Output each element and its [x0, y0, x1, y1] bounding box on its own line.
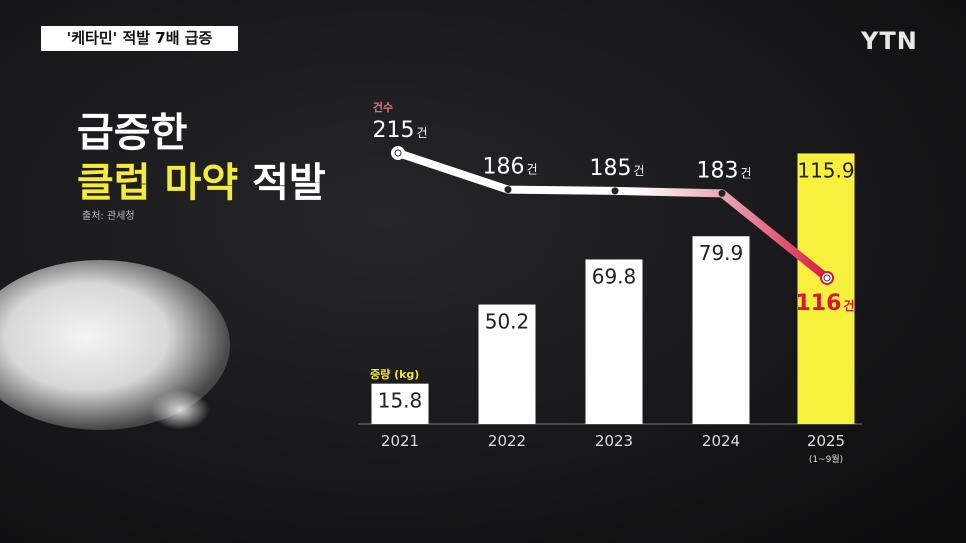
line-value-label: 186 건: [482, 155, 537, 180]
bar-value-label: 79.9: [699, 241, 744, 265]
bar-2023: [585, 259, 643, 424]
line-point-inner: [823, 274, 831, 282]
line-point: [718, 189, 726, 197]
x-tick-note: (1~9월): [809, 453, 843, 465]
title-line2: 클럽 마약 적발: [77, 150, 326, 208]
line-value-label: 116 건: [796, 291, 855, 316]
line-point: [611, 187, 619, 195]
bar-2024: [692, 236, 750, 424]
x-tick-label: 2025: [807, 432, 845, 450]
x-tick-label: 2021: [381, 432, 419, 450]
title-rest: 적발: [252, 160, 326, 206]
line-series-label: 건수: [373, 100, 393, 114]
x-tick-label: 2022: [488, 432, 526, 450]
line-value-label: 215 건: [372, 118, 427, 143]
x-tick-label: 2024: [702, 432, 740, 450]
bar-2025: [797, 153, 855, 424]
line-value-label: 185 건: [589, 156, 644, 181]
bar-value-label: 69.8: [592, 264, 637, 288]
line-point: [504, 186, 512, 194]
powder-image: [150, 390, 210, 430]
ytn-logo: YTN: [861, 27, 918, 55]
bar-2021: [371, 383, 429, 424]
caption-banner: '케타민' 적발 7배 급증: [41, 26, 238, 51]
title-highlight: 클럽 마약: [77, 160, 239, 206]
title-line1: 급증한: [77, 110, 188, 156]
bar-2022: [478, 304, 536, 424]
line-value-label: 183 건: [696, 158, 751, 183]
x-tick-label: 2023: [595, 432, 633, 450]
bar-value-label: 50.2: [485, 310, 530, 334]
bar-value-label: 15.8: [378, 389, 423, 413]
bar-series-label: 중량 (kg): [370, 368, 419, 381]
bar-value-label: 115.9: [797, 158, 854, 182]
source-note: 출처: 관세청: [82, 211, 135, 222]
line-point-inner: [394, 149, 402, 157]
